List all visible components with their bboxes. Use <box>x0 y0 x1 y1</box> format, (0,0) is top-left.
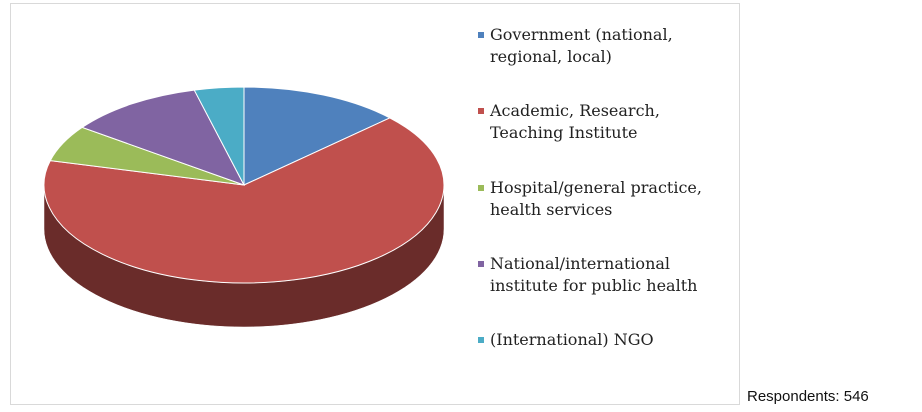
legend-label: Government (national, regional, local) <box>490 25 673 66</box>
legend-label: Hospital/general practice, health servic… <box>490 178 702 219</box>
legend-item: (International) NGO <box>478 329 728 351</box>
legend-item: Hospital/general practice, health servic… <box>478 177 728 221</box>
respondents-note: Respondents: 546 <box>747 388 869 405</box>
legend-swatch <box>478 185 484 191</box>
chart <box>43 86 445 328</box>
legend-swatch <box>478 337 484 343</box>
legend-swatch <box>478 32 484 38</box>
legend-item: Government (national, regional, local) <box>478 24 728 68</box>
legend-label: National/international institute for pub… <box>490 254 698 295</box>
slice <box>43 117 445 284</box>
legend-label: Academic, Research, Teaching Institute <box>490 101 660 142</box>
slice <box>81 89 246 186</box>
legend-swatch <box>478 261 484 267</box>
slice <box>243 86 391 186</box>
legend-label: (International) NGO <box>490 330 654 349</box>
legend-item: National/international institute for pub… <box>478 253 728 297</box>
legend-item: Academic, Research, Teaching Institute <box>478 100 728 144</box>
slice <box>193 86 245 186</box>
legend-swatch <box>478 108 484 114</box>
chart-frame <box>10 3 740 405</box>
